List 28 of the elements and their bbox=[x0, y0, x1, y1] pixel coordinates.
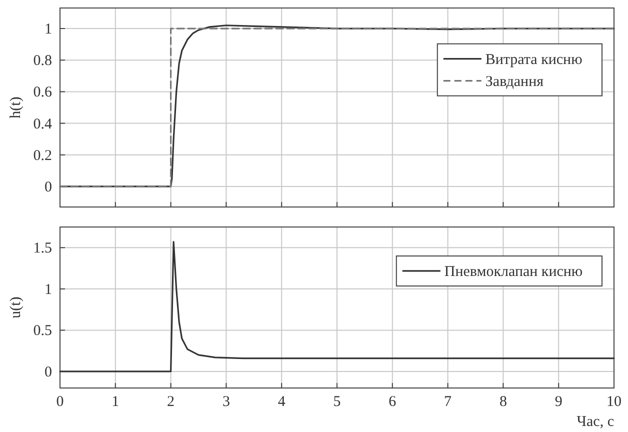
x-tick-label: 10 bbox=[606, 394, 622, 410]
x-axis-title: Час, с bbox=[576, 414, 614, 430]
y-axis-title: h(t) bbox=[8, 96, 24, 118]
y-tick-label: 0.2 bbox=[33, 148, 52, 164]
y-tick-label: 0 bbox=[44, 179, 52, 196]
x-tick-label: 4 bbox=[278, 394, 286, 410]
y-tick-label: 0.5 bbox=[33, 323, 52, 340]
x-tick-label: 2 bbox=[167, 394, 175, 410]
y-tick-label: 0 bbox=[44, 364, 52, 380]
line-series bbox=[59, 241, 615, 372]
x-tick-label: 0 bbox=[56, 394, 64, 410]
y-tick-label: 1 bbox=[44, 282, 52, 298]
y-axis-title: u(t) bbox=[8, 296, 24, 318]
x-tick-label: 1 bbox=[112, 394, 120, 410]
legend-label: Витрата кисню bbox=[485, 52, 582, 68]
y-tick-label: 1 bbox=[44, 22, 52, 38]
x-tick-label: 9 bbox=[554, 394, 562, 410]
y-tick-label: 0.6 bbox=[33, 84, 52, 101]
legend-label: Пневмоклапан кисню bbox=[444, 264, 583, 280]
x-tick-label: 8 bbox=[499, 394, 507, 410]
legend-label: Завдання bbox=[485, 74, 544, 90]
y-tick-label: 1.5 bbox=[33, 240, 52, 257]
x-tick-label: 3 bbox=[222, 394, 230, 410]
x-tick-label: 5 bbox=[333, 394, 341, 410]
x-tick-label: 6 bbox=[388, 394, 397, 410]
x-tick-label: 7 bbox=[444, 394, 452, 410]
y-tick-label: 0.4 bbox=[33, 116, 52, 132]
y-tick-label: 0.8 bbox=[33, 53, 52, 70]
